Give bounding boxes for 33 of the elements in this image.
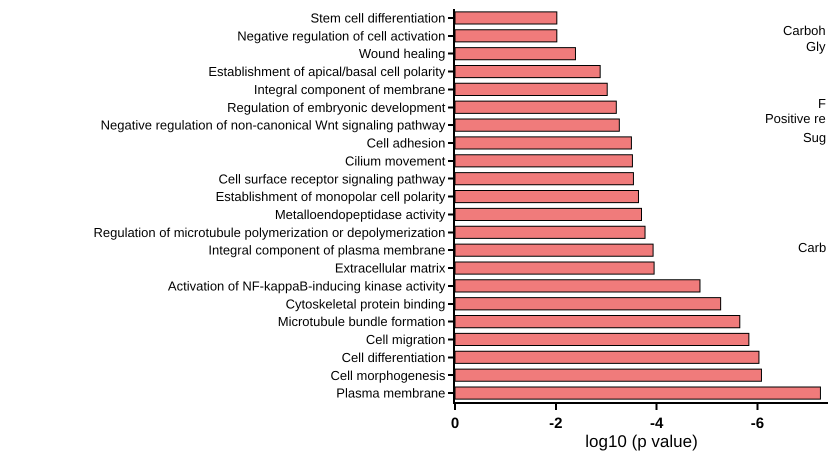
annotation: F xyxy=(818,96,826,111)
x-tick-label: 0 xyxy=(450,415,460,432)
y-tick-label: Integral component of membrane xyxy=(254,82,446,97)
y-tick-label: Regulation of embryonic development xyxy=(227,100,446,115)
annotation: Carboh xyxy=(783,23,826,38)
annotation: Sug xyxy=(803,130,826,145)
x-tick-label: -2 xyxy=(549,415,562,432)
y-tick-label: Establishment of apical/basal cell polarity xyxy=(208,64,446,80)
y-tick-label: Metalloendopeptidase activity xyxy=(274,206,446,222)
y-tick-label: Plasma membrane xyxy=(336,386,446,401)
annotation: Positive re xyxy=(765,111,826,126)
y-tick-label: Integral component of plasma membrane xyxy=(208,242,446,258)
annotation: Carb xyxy=(798,240,826,255)
y-tick-label: Microtubule bundle formation xyxy=(278,314,446,330)
x-tick-label: -4 xyxy=(650,415,664,432)
annotation: Gly xyxy=(806,39,826,54)
y-tick-label: Negative regulation of non-canonical Wnt signaling pathway xyxy=(100,118,446,133)
x-tick-label: -6 xyxy=(750,415,764,432)
y-tick-label: Establishment of monopolar cell polarity xyxy=(216,189,446,204)
y-tick-label: Activation of NF-kappaB-inducing kinase activity xyxy=(168,278,446,294)
y-tick-label: Cell surface receptor signaling pathway xyxy=(218,171,446,186)
y-tick-label: Cell adhesion xyxy=(366,136,446,151)
y-tick-label: Cytoskeletal protein binding xyxy=(286,296,446,312)
y-tick-label: Cell migration xyxy=(366,332,446,348)
y-tick-label: Wound healing xyxy=(358,46,446,62)
y-tick-label: Cilium movement xyxy=(344,153,446,168)
y-tick-label: Cell morphogenesis xyxy=(330,368,446,383)
x-axis-title: log10 (p value) xyxy=(585,432,698,451)
y-tick-label: Negative regulation of cell activation xyxy=(237,28,446,44)
y-tick-label: Cell differentiation xyxy=(342,350,446,365)
y-tick-label: Extracellular matrix xyxy=(334,260,446,276)
y-tick-label: Stem cell differentiation xyxy=(310,10,446,26)
y-tick-label: Regulation of microtubule polymerization or depolymerization xyxy=(93,224,446,240)
